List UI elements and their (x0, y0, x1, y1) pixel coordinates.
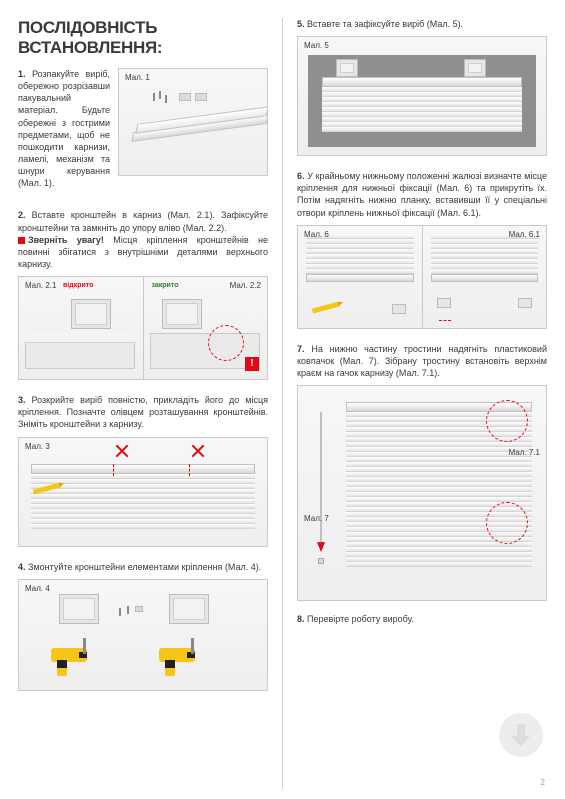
left-column: ПОСЛІДОВНІСТЬ ВСТАНОВЛЕННЯ: 1. Розпакуйт… (18, 18, 268, 789)
step1-num: 1. (18, 69, 26, 79)
figure-2-2: Мал. 2.2 закрито ! (143, 276, 269, 380)
step2-body: Вставте кронштейн в карниз (Мал. 2.1). З… (18, 210, 268, 232)
figure-6-1: Мал. 6.1 (422, 225, 548, 329)
figure-7: Мал. 7 Мал. 7.1 (297, 385, 547, 601)
step8-body: Перевірте роботу виробу. (307, 614, 414, 624)
column-divider (282, 18, 283, 789)
step5-num: 5. (297, 19, 305, 29)
figure-5: Мал. 5 (297, 36, 547, 156)
step1: 1. Розпакуйте виріб, обережно розрізавши… (18, 68, 268, 195)
step6-body: У крайньому нижньому положенні жалюзі ви… (297, 171, 547, 217)
step6-num: 6. (297, 171, 305, 181)
step4-body: Змонтуйте кронштейни елементами кріпленн… (28, 562, 261, 572)
step1-body: Розпакуйте виріб, обережно розрізавши па… (18, 69, 110, 188)
figure-3: Мал. 3 (18, 437, 268, 547)
fig6-label: Мал. 6 (304, 230, 329, 239)
step3-text: 3. Розкрийте виріб повністю, прикладіть … (18, 394, 268, 430)
warning-icon: ! (245, 357, 259, 371)
step1-text: 1. Розпакуйте виріб, обережно розрізавши… (18, 68, 110, 189)
step7-num: 7. (297, 344, 305, 354)
fig71-label: Мал. 7.1 (509, 448, 540, 457)
open-label: відкрито (63, 282, 93, 289)
watermark-icon (499, 713, 543, 757)
figure-6: Мал. 6 (297, 225, 422, 329)
fig21-label: Мал. 2.1 (25, 281, 56, 290)
fig22-label: Мал. 2.2 (230, 281, 261, 290)
fig1-label: Мал. 1 (125, 73, 150, 82)
fig5-label: Мал. 5 (304, 41, 329, 50)
figure-4: Мал. 4 (18, 579, 268, 691)
step2-text: 2. Вставте кронштейн в карниз (Мал. 2.1)… (18, 209, 268, 270)
attention-icon (18, 237, 25, 244)
step4-text: 4. Змонтуйте кронштейни елементами кріпл… (18, 561, 268, 573)
fig4-label: Мал. 4 (25, 584, 50, 593)
fig3-label: Мал. 3 (25, 442, 50, 451)
page-number: 2 (541, 778, 545, 787)
step4-num: 4. (18, 562, 26, 572)
x-icon (115, 444, 129, 458)
step8-num: 8. (297, 614, 305, 624)
drill-icon (151, 628, 199, 678)
step7-text: 7. На нижню частину тростини надягніть п… (297, 343, 547, 379)
fig61-label: Мал. 6.1 (509, 230, 540, 239)
step6-text: 6. У крайньому нижньому положенні жалюзі… (297, 170, 547, 219)
step2-num: 2. (18, 210, 26, 220)
step3-num: 3. (18, 395, 26, 405)
figure-2-1: Мал. 2.1 відкрито (18, 276, 143, 380)
page-title: ПОСЛІДОВНІСТЬ ВСТАНОВЛЕННЯ: (18, 18, 268, 58)
step3-body: Розкрийте виріб повністю, прикладіть йог… (18, 395, 268, 429)
step5-text: 5. Вставте та зафіксуйте виріб (Мал. 5). (297, 18, 547, 30)
closed-label: закрито (152, 282, 179, 289)
x-icon (191, 444, 205, 458)
step7-body: На нижню частину тростини надягніть плас… (297, 344, 547, 378)
attention-label: Зверніть увагу! (28, 235, 104, 245)
step5-body: Вставте та зафіксуйте виріб (Мал. 5). (307, 19, 463, 29)
drill-icon (43, 628, 91, 678)
figure-1: Мал. 1 (118, 68, 268, 176)
pencil-icon (312, 301, 340, 313)
right-column: 5. Вставте та зафіксуйте виріб (Мал. 5).… (297, 18, 547, 789)
step8-text: 8. Перевірте роботу виробу. (297, 613, 547, 625)
fig7-label: Мал. 7 (304, 514, 329, 523)
